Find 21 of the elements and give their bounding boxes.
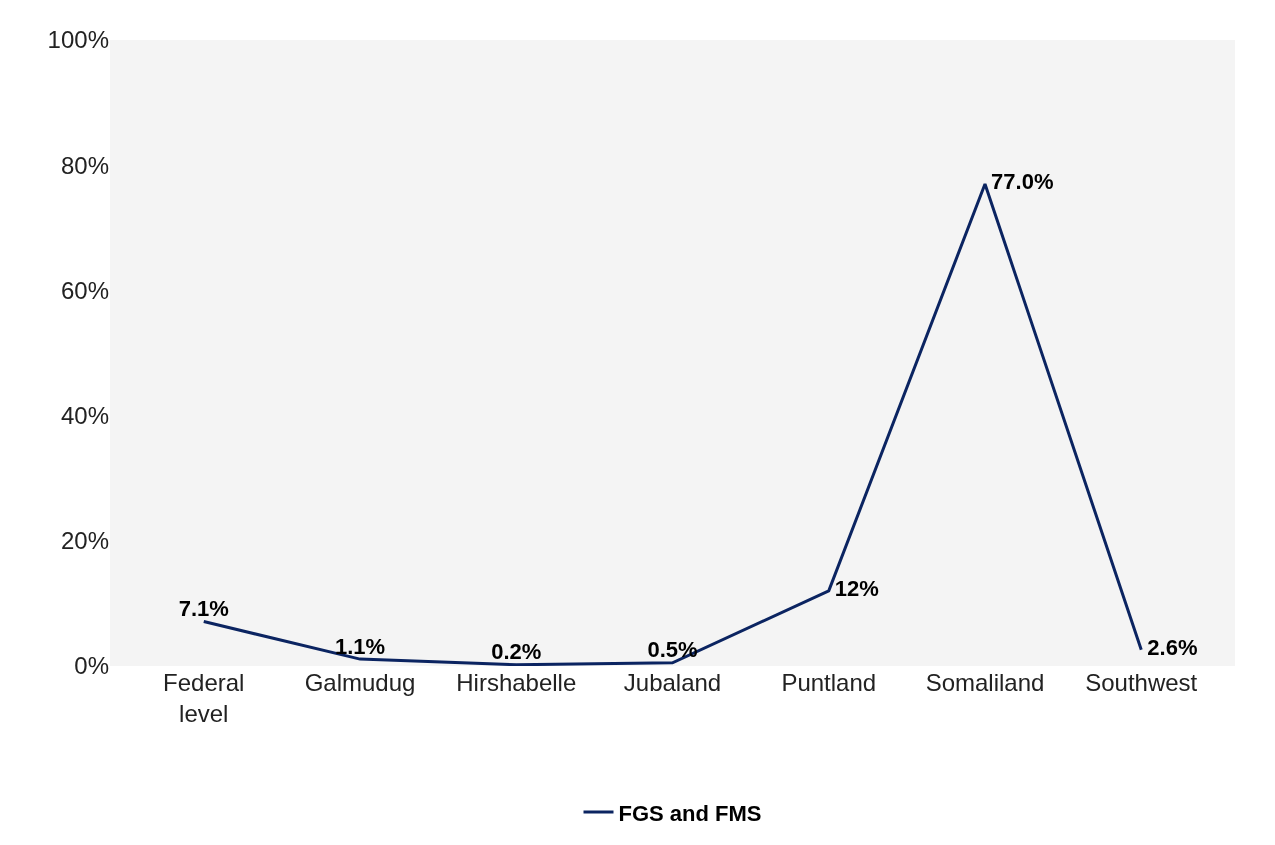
x-tick-label: Southwest [1085, 669, 1198, 696]
y-tick-label: 80% [60, 151, 109, 179]
x-tick-label: Hirshabelle [456, 669, 577, 696]
x-tick-label: Somaliland [925, 669, 1045, 696]
y-tick-label: 0% [74, 652, 109, 680]
legend-label: FGS and FMS [618, 800, 762, 826]
x-tick-label: Jubaland [623, 669, 722, 696]
data-label: 77.0% [985, 169, 1054, 195]
data-label: 1.1% [334, 633, 386, 659]
y-tick-label: 40% [60, 402, 109, 429]
data-label: 0.5% [647, 637, 698, 663]
x-tick-label: Federal level [163, 669, 245, 728]
x-tick-label: Galmudug [304, 669, 416, 696]
data-label: 12% [828, 576, 879, 602]
data-label: 0.2% [491, 639, 542, 665]
y-tick-label: 100% [47, 26, 109, 54]
y-tick-label: 60% [60, 276, 109, 304]
x-tick-label: Puntland [781, 669, 877, 696]
y-tick-label: 20% [60, 527, 109, 555]
data-label: 2.6% [1141, 635, 1198, 661]
data-label: 7.1% [178, 596, 229, 622]
